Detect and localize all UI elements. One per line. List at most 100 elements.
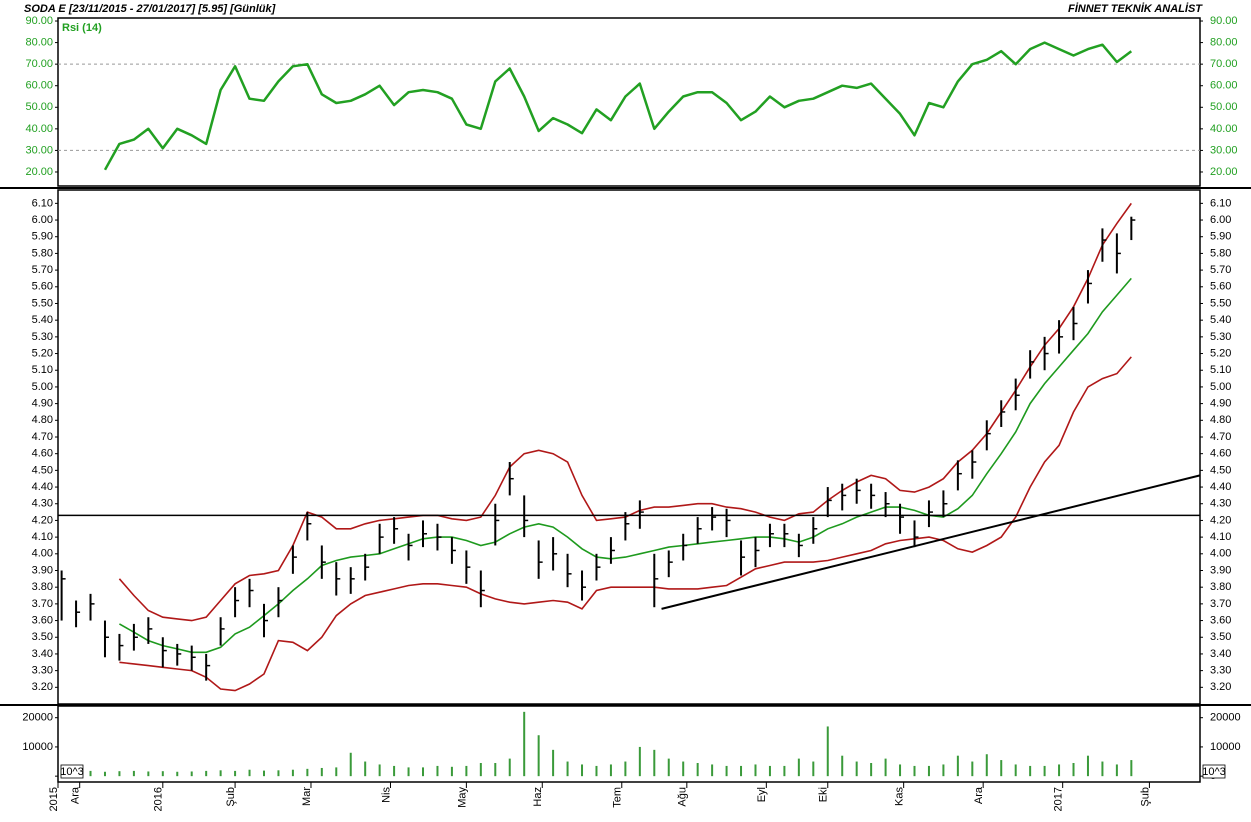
y-tick-label: 5.20 [1210,347,1231,359]
volume-bar [855,761,858,777]
y-tick-label: 4.50 [32,464,53,476]
y-tick-label: 90.00 [1210,15,1238,27]
y-tick-label: 30.00 [1210,144,1238,156]
y-tick-label: 80.00 [25,36,53,48]
y-tick-label: 4.00 [1210,548,1231,560]
y-tick-label: 70.00 [25,58,53,70]
volume-bar [927,765,930,777]
y-tick-label: 5.60 [1210,281,1231,293]
x-tick-label: Şub [1139,787,1151,807]
x-tick-label: Mar [301,787,313,806]
volume-bar [1000,760,1003,777]
y-tick-label: 50.00 [1210,101,1238,113]
unit-box [60,764,84,779]
volume-bar [566,761,569,777]
volume-bar [653,749,656,777]
y-tick-label: 5.20 [32,347,53,359]
y-tick-label: 3.40 [32,648,53,660]
volume-bar [422,767,425,777]
volume-bar [870,763,873,777]
y-tick-label: 4.60 [32,448,53,460]
volume-bar [349,752,352,777]
y-tick-label: 5.10 [1210,364,1231,376]
y-tick-label: 3.40 [1210,648,1231,660]
y-tick-label: 5.40 [32,314,53,326]
y-tick-label: 4.30 [1210,498,1231,510]
volume-bar [971,761,974,777]
volume-bar [234,770,237,777]
y-tick-label: 20.00 [1210,166,1238,178]
volume-bar [1101,761,1104,777]
y-tick-label: 4.80 [32,414,53,426]
y-tick-label: 10000 [1210,741,1241,753]
volume-bar [1043,765,1046,777]
x-tick-label: May [456,787,468,808]
x-tick-label: Ara [973,786,985,804]
y-tick-label: 5.10 [32,364,53,376]
y-tick-label: 3.50 [1210,631,1231,643]
volume-bar [262,770,265,777]
y-tick-label: 60.00 [1210,80,1238,92]
volume-bar [768,765,771,777]
y-tick-label: 90.00 [25,15,53,27]
y-tick-label: 5.90 [32,231,53,243]
legend-label: Rsi (14) [62,22,102,34]
y-tick-label: 20000 [1210,712,1241,724]
price-frame [57,189,1201,705]
x-tick-label: 2017 [1053,787,1065,811]
y-tick-label: 5.70 [32,264,53,276]
y-tick-label: 4.40 [1210,481,1231,493]
volume-bar [884,758,887,777]
volume-bar [1130,760,1133,777]
y-tick-label: 5.30 [1210,331,1231,343]
y-tick-label: 3.20 [32,681,53,693]
y-tick-label: 50.00 [25,101,53,113]
bollinger-band [119,356,1132,692]
rsi-line [103,41,1133,171]
volume-bar [1058,764,1061,777]
volume-bar [1115,764,1118,777]
y-tick-label: 3.90 [1210,564,1231,576]
volume-bar [508,758,511,777]
volume-bar [436,765,439,777]
y-tick-label: 4.60 [1210,448,1231,460]
volume-bar [682,761,685,777]
y-tick-label: 5.50 [32,297,53,309]
x-tick-label: Şub [225,787,237,807]
volume-frame [57,705,1201,783]
volume-bar [393,765,396,777]
volume-bar [523,711,526,777]
volume-bar [783,765,786,777]
y-tick-label: 3.80 [1210,581,1231,593]
y-tick-label: 40.00 [25,123,53,135]
y-tick-label: 4.70 [1210,431,1231,443]
y-tick-label: 5.90 [1210,231,1231,243]
volume-bar [465,765,468,777]
y-tick-label: 5.80 [1210,247,1231,259]
volume-bar [176,771,179,777]
y-tick-label: 4.90 [1210,398,1231,410]
volume-bar [581,764,584,777]
credit: FİNNET TEKNİK ANALİST [1068,2,1203,15]
y-tick-label: 3.60 [1210,614,1231,626]
y-tick-label: 80.00 [1210,36,1238,48]
y-tick-label: 3.90 [32,564,53,576]
volume-bar [306,768,309,777]
y-tick-label: 3.80 [32,581,53,593]
x-tick-label: 2015 [48,787,60,811]
volume-bar [985,754,988,777]
volume-bar [942,764,945,777]
chart-title: SODA E [23/11/2015 - 27/01/2017] [5.95] … [24,3,276,15]
trend-line [661,474,1201,610]
y-tick-label: 5.30 [32,331,53,343]
y-tick-label: 3.70 [1210,598,1231,610]
unit-label: 10^3 [1202,766,1226,778]
volume-bar [161,771,164,777]
y-tick-label: 4.00 [32,548,53,560]
y-tick-label: 4.10 [32,531,53,543]
volume-bar [147,771,150,777]
volume-bar [103,771,106,777]
x-tick-label: Kas [894,787,906,806]
volume-bar [248,769,251,777]
y-tick-label: 3.20 [1210,681,1231,693]
